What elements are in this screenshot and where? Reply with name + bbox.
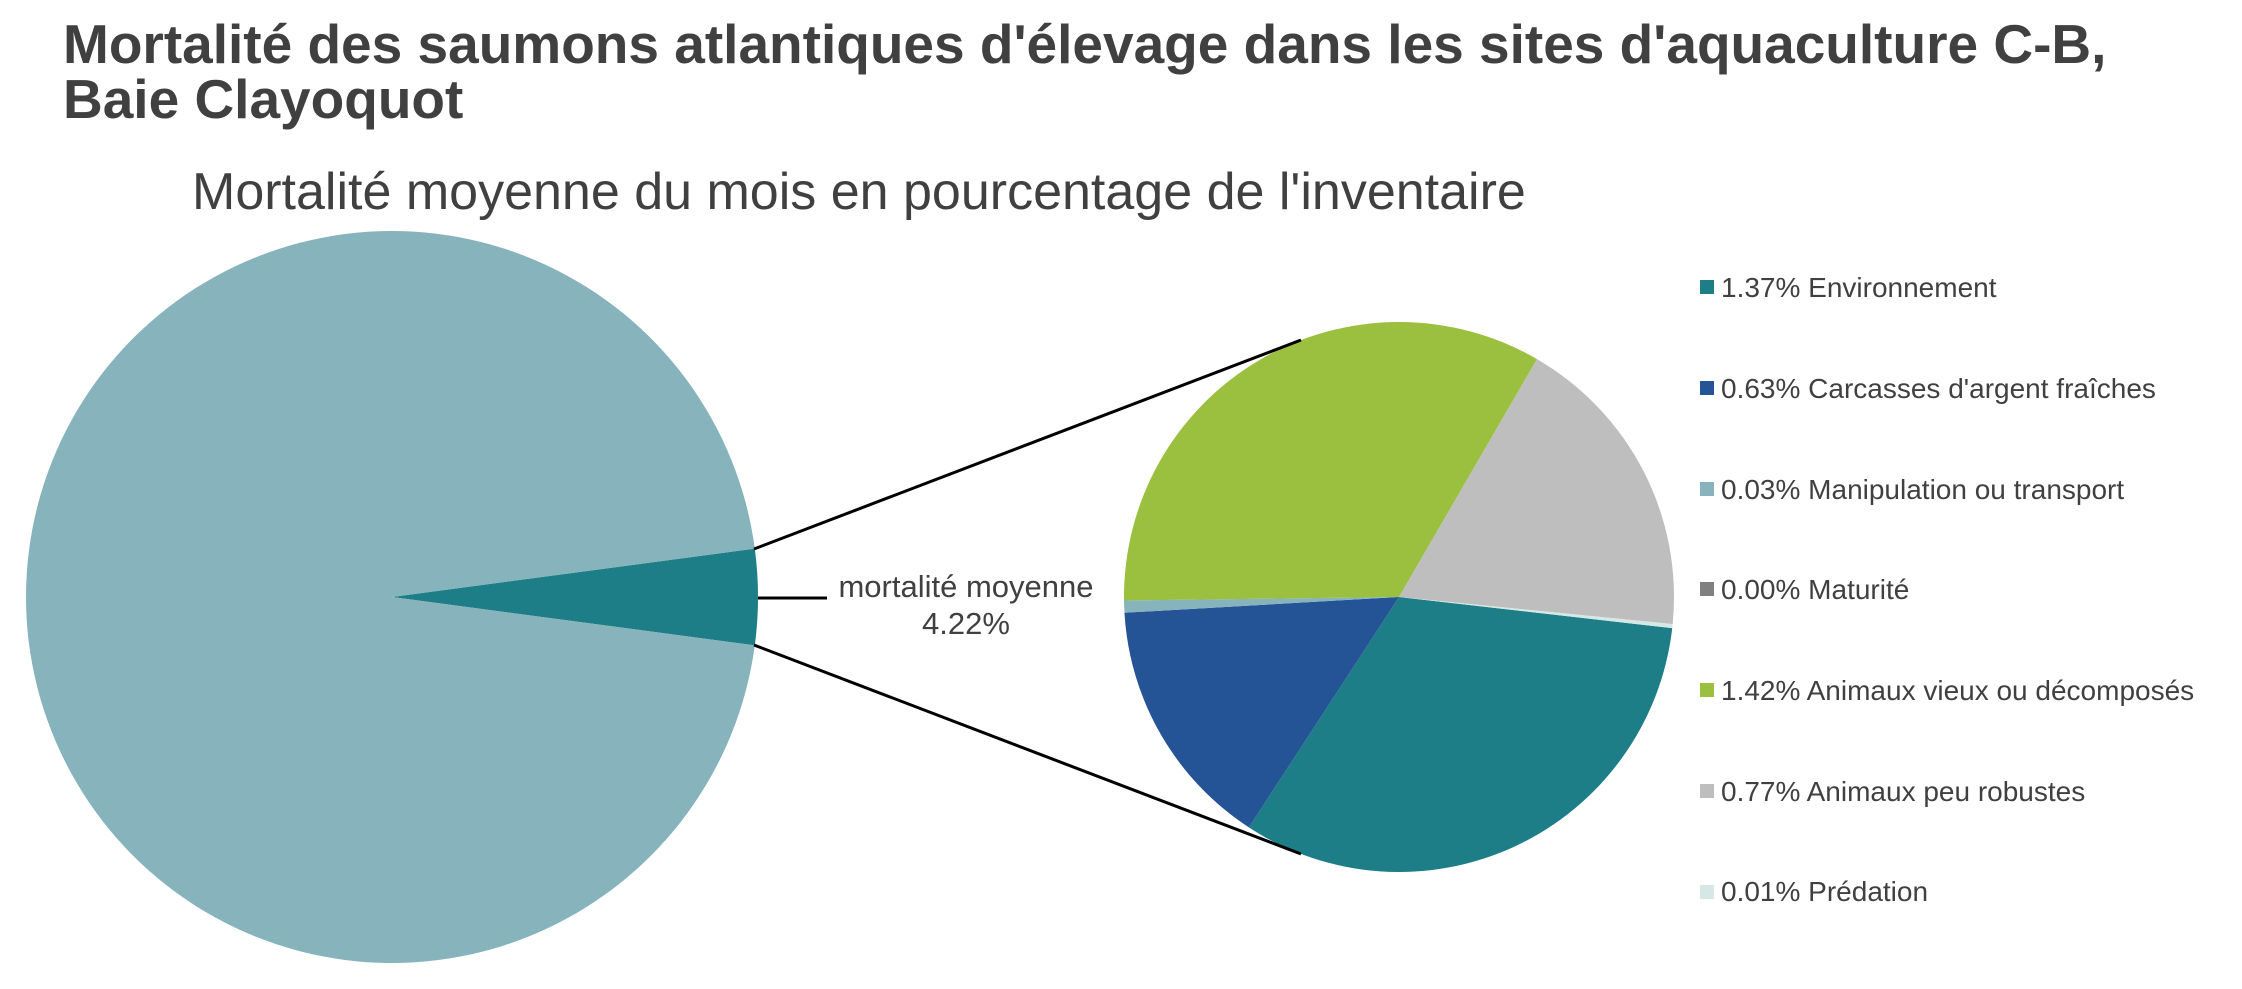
callout-label: mortalité moyenne: [838, 569, 1093, 604]
connector-line-upper: [753, 338, 1302, 551]
legend: 1.37% Environnement 0.63% Carcasses d'ar…: [1700, 272, 2194, 907]
legend-swatch: [1700, 582, 1714, 596]
legend-item: 0.01% Prédation: [1700, 876, 1928, 907]
legend-item: 1.37% Environnement: [1700, 272, 1997, 303]
callout-value: 4.22%: [922, 606, 1010, 641]
legend-swatch: [1700, 381, 1714, 395]
legend-label: 1.42% Animaux vieux ou décomposés: [1721, 675, 2194, 706]
legend-label: 0.01% Prédation: [1721, 876, 1928, 907]
legend-swatch: [1700, 683, 1714, 697]
pie-slice-mortalite-moyenne: [392, 548, 759, 646]
legend-label: 0.77% Animaux peu robustes: [1721, 776, 2085, 807]
legend-item: 0.63% Carcasses d'argent fraîches: [1700, 373, 2156, 404]
chart-subtitle: Mortalité moyenne du mois en pourcentage…: [192, 163, 1526, 221]
legend-swatch: [1700, 482, 1714, 496]
legend-label: 0.00% Maturité: [1721, 574, 1909, 605]
legend-item: 0.00% Maturité: [1700, 574, 1909, 605]
primary-pie: [26, 230, 759, 963]
chart-title-line1: Mortalité des saumons atlantiques d'élev…: [63, 13, 2106, 75]
secondary-pie: [1123, 321, 1674, 872]
chart-title-line2: Baie Clayoquot: [63, 68, 463, 130]
pie-slice-inventaire-restant: [26, 230, 755, 963]
pie-slice-environnement: [1248, 597, 1673, 872]
pie-slice-manipulation-ou-transport: [1124, 597, 1399, 613]
legend-swatch: [1700, 885, 1714, 899]
legend-item: 1.42% Animaux vieux ou décomposés: [1700, 675, 2194, 706]
legend-swatch: [1700, 784, 1714, 798]
legend-item: 0.77% Animaux peu robustes: [1700, 776, 2085, 807]
connector-line-lower: [753, 643, 1302, 856]
pie-slice-predation: [1399, 597, 1673, 629]
legend-label: 1.37% Environnement: [1721, 272, 1997, 303]
legend-label: 0.03% Manipulation ou transport: [1721, 474, 2124, 505]
pie-slice-carcasses-d-argent-fraiches: [1124, 597, 1399, 828]
legend-label: 0.63% Carcasses d'argent fraîches: [1721, 373, 2156, 404]
pie-slice-animaux-peu-robustes: [1399, 359, 1674, 625]
legend-swatch: [1700, 280, 1714, 294]
legend-item: 0.03% Manipulation ou transport: [1700, 474, 2124, 505]
pie-slice-animaux-vieux-ou-decomposes: [1123, 321, 1537, 601]
